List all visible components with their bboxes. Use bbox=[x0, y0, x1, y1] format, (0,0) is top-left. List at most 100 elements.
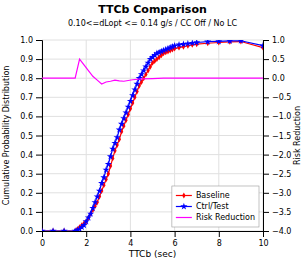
subtitle: 0.10<=dLopt <= 0.14 g/s / CC Off / No LC bbox=[68, 19, 237, 28]
grid-line-y bbox=[42, 97, 263, 98]
tick-label: −1.0 bbox=[272, 112, 291, 121]
point bbox=[94, 193, 101, 200]
tick-mark bbox=[36, 155, 42, 156]
tick: −1.0 bbox=[263, 112, 291, 121]
point bbox=[118, 120, 125, 127]
point bbox=[111, 139, 118, 146]
tick: 0.9 bbox=[20, 55, 42, 64]
tick-label: 0.4 bbox=[20, 151, 33, 160]
grid bbox=[42, 40, 263, 231]
tick: 0.4 bbox=[20, 151, 42, 160]
tick-label: −3.0 bbox=[272, 189, 291, 198]
tick: 0.3 bbox=[20, 170, 42, 179]
axis-line bbox=[36, 41, 43, 232]
tick-mark bbox=[36, 116, 42, 117]
tick-mark bbox=[36, 231, 42, 232]
legend-label: Risk Reduction bbox=[196, 213, 255, 222]
tick-mark bbox=[263, 136, 269, 137]
point bbox=[131, 86, 138, 93]
legend-items: Baseline Ctrl/Test Risk Reduction bbox=[176, 191, 255, 222]
tick-label: −0.5 bbox=[272, 93, 291, 102]
tick-mark bbox=[36, 40, 42, 41]
point bbox=[98, 179, 105, 186]
grid-line-y bbox=[42, 154, 263, 155]
tick: 10 bbox=[258, 231, 268, 248]
tick-label: 0.7 bbox=[20, 93, 33, 102]
axis-line bbox=[264, 41, 270, 232]
tick: −0.5 bbox=[263, 93, 291, 102]
tick-label: 1.0 bbox=[272, 36, 285, 45]
tick-label: 1.0 bbox=[20, 36, 33, 45]
axis-line bbox=[43, 232, 264, 238]
point bbox=[204, 40, 211, 45]
point bbox=[125, 103, 132, 110]
tick-mark bbox=[263, 97, 269, 98]
point bbox=[107, 153, 114, 160]
tick-mark bbox=[36, 174, 42, 175]
tick: 1.0 bbox=[263, 36, 285, 45]
tick: 0.8 bbox=[20, 74, 42, 83]
chart: 02468100.00.10.20.30.40.50.60.70.80.91.0… bbox=[0, 0, 305, 261]
series-line bbox=[42, 59, 263, 84]
tick-label: −4.0 bbox=[272, 227, 291, 236]
tick-mark bbox=[175, 231, 176, 237]
tick-label: 6 bbox=[173, 239, 178, 248]
tick-mark bbox=[130, 231, 131, 237]
tick: 0.5 bbox=[263, 55, 285, 64]
point bbox=[133, 80, 140, 87]
tick: 1.0 bbox=[20, 36, 42, 45]
point bbox=[61, 227, 68, 231]
tick-mark bbox=[263, 212, 269, 213]
legend-item: Ctrl/Test bbox=[176, 202, 229, 211]
title: TTCb Comparison bbox=[98, 3, 207, 16]
series-line bbox=[42, 41, 263, 231]
legend-label: Baseline bbox=[196, 191, 230, 200]
tick: −2.5 bbox=[263, 170, 291, 179]
tick-label: 0.2 bbox=[20, 189, 33, 198]
tick-mark bbox=[86, 231, 87, 237]
point bbox=[116, 126, 123, 133]
grid-line-y bbox=[42, 135, 263, 136]
legend-swatch bbox=[176, 217, 192, 218]
point bbox=[91, 199, 98, 206]
point bbox=[127, 97, 134, 104]
tick-mark bbox=[263, 40, 269, 41]
legend-item: Baseline bbox=[176, 191, 230, 200]
tick-mark bbox=[219, 231, 220, 237]
tick: 0.6 bbox=[20, 112, 42, 121]
x-axis-title: TTCb (sec) bbox=[128, 249, 176, 259]
point bbox=[237, 40, 244, 44]
tick: 0 bbox=[40, 231, 45, 248]
legend: Baseline Ctrl/Test Risk Reduction bbox=[172, 186, 259, 227]
tick-mark bbox=[263, 155, 269, 156]
tick-label: 0 bbox=[40, 239, 45, 248]
tick-label: 0.1 bbox=[20, 208, 33, 217]
tick: −2.0 bbox=[263, 151, 291, 160]
tick-label: 0.5 bbox=[272, 55, 285, 64]
point bbox=[122, 109, 129, 116]
point bbox=[114, 134, 121, 141]
point bbox=[49, 227, 56, 231]
grid-line-y bbox=[42, 116, 263, 117]
marks bbox=[42, 40, 263, 231]
point bbox=[109, 145, 116, 152]
tick-label: 0.8 bbox=[20, 74, 33, 83]
tick: −3.5 bbox=[263, 208, 291, 217]
grid-line-y bbox=[42, 173, 263, 174]
legend-box bbox=[172, 186, 259, 227]
plot: 02468100.00.10.20.30.40.50.60.70.80.91.0… bbox=[20, 36, 291, 248]
point bbox=[129, 92, 136, 99]
tick-label: 10 bbox=[258, 239, 268, 248]
tick-label: −3.5 bbox=[272, 208, 291, 217]
legend-item: Risk Reduction bbox=[176, 213, 255, 222]
point bbox=[89, 204, 96, 211]
tick-mark bbox=[263, 78, 269, 79]
tick-mark bbox=[263, 193, 269, 194]
point bbox=[87, 210, 94, 217]
tick-mark bbox=[263, 116, 269, 117]
tick: −1.5 bbox=[263, 132, 291, 141]
tick: 2 bbox=[84, 231, 89, 248]
y-axis-title: Cumulative Probability Distribution bbox=[2, 66, 11, 206]
point bbox=[193, 40, 200, 46]
y2-axis: −4.0−3.5−3.0−2.5−2.0−1.5−1.0−0.50.00.51.… bbox=[263, 36, 291, 236]
